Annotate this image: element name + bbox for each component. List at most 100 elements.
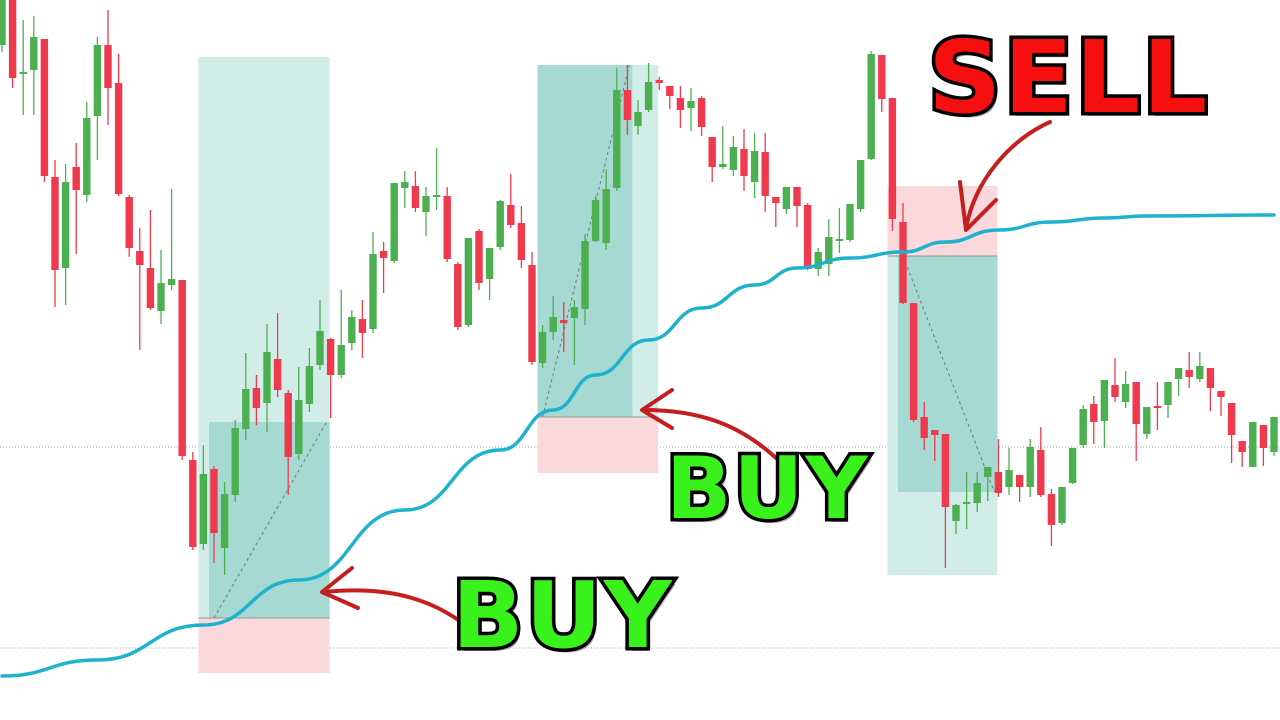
candle <box>369 232 377 333</box>
candle-body <box>750 151 759 182</box>
candle-body <box>1121 384 1130 402</box>
candle-body <box>1058 487 1066 523</box>
candle <box>1153 382 1162 430</box>
candle-body <box>61 182 70 268</box>
candle <box>1037 427 1045 497</box>
candle-body <box>1259 425 1268 448</box>
candle-body <box>252 388 261 408</box>
candle <box>19 20 27 115</box>
candle-body <box>962 502 971 504</box>
candle-body <box>316 331 324 365</box>
candle-body <box>379 251 388 258</box>
candle <box>835 208 844 253</box>
candle <box>1121 371 1130 408</box>
candle-body <box>220 494 229 548</box>
candle-body <box>676 98 685 110</box>
trade-path-line <box>902 255 995 493</box>
candle <box>1058 487 1066 525</box>
candle <box>295 367 303 460</box>
candle <box>326 338 335 418</box>
candle <box>242 353 250 440</box>
candle <box>581 234 589 325</box>
candle <box>0 0 6 52</box>
candle <box>157 250 165 324</box>
candle <box>538 325 547 368</box>
candle <box>772 197 780 227</box>
candle <box>570 300 579 365</box>
candle <box>1100 380 1109 448</box>
annotation-arrows <box>320 120 1052 638</box>
candle <box>1111 358 1119 402</box>
candle-body <box>0 0 6 45</box>
candle <box>867 51 875 160</box>
buy-label: BUY <box>448 562 675 669</box>
candle-body <box>1068 448 1077 483</box>
candle <box>591 196 600 242</box>
candle <box>740 129 748 191</box>
candle-body <box>1047 494 1056 525</box>
candle-body <box>136 251 144 265</box>
candle <box>761 133 769 212</box>
candle <box>782 187 791 214</box>
candle-body <box>1005 470 1013 487</box>
filled-profit-zone <box>209 422 330 618</box>
candle-body <box>210 469 218 533</box>
candle-body <box>189 460 197 547</box>
candle-body <box>1143 407 1151 434</box>
candle <box>1196 352 1204 382</box>
candle-body <box>560 320 568 323</box>
stop-loss-zone <box>198 618 330 673</box>
candle <box>83 102 91 202</box>
candle-body <box>835 239 844 241</box>
candle-body <box>485 248 494 279</box>
candle <box>644 63 653 112</box>
candle <box>666 86 674 109</box>
arrow-icon <box>958 120 1052 232</box>
stop-loss-zone <box>537 417 659 473</box>
candle <box>72 143 80 254</box>
candle-body <box>1227 403 1236 435</box>
candle <box>1143 407 1151 439</box>
candle-body <box>369 254 377 329</box>
candle-body <box>401 182 409 188</box>
candle-body <box>432 195 441 197</box>
candle <box>984 467 992 501</box>
candle-body <box>1090 404 1098 422</box>
candle <box>814 248 822 276</box>
candle-body <box>549 317 557 332</box>
candle-body <box>422 196 430 212</box>
candle <box>973 472 981 512</box>
candle-body <box>814 252 822 269</box>
candle <box>549 296 557 340</box>
candle <box>422 187 430 236</box>
candle <box>252 375 261 425</box>
candle-body <box>623 90 632 120</box>
candle <box>825 219 833 276</box>
candle-body <box>507 205 515 225</box>
candle <box>1270 417 1278 456</box>
candle <box>888 98 897 231</box>
long-position-box <box>198 57 330 673</box>
candle <box>1259 425 1268 466</box>
candle-body <box>931 430 939 435</box>
candle-body <box>1185 370 1193 377</box>
candle <box>1185 352 1193 388</box>
candle-body <box>920 417 928 438</box>
candle-body <box>687 101 695 108</box>
candle-body <box>846 204 854 240</box>
candle <box>178 280 186 460</box>
candle-body <box>719 164 727 167</box>
candle-body <box>125 197 133 248</box>
candle-body <box>93 45 102 116</box>
candle <box>273 313 282 397</box>
candle <box>634 100 642 135</box>
candle-body <box>867 54 875 159</box>
arrow-icon <box>640 388 778 460</box>
candle-body <box>591 200 600 241</box>
candle <box>613 68 621 191</box>
candle <box>401 171 409 208</box>
candle-body <box>1249 422 1257 467</box>
candle-body <box>1079 409 1087 445</box>
candle-body <box>496 201 504 247</box>
candle <box>1206 368 1215 411</box>
